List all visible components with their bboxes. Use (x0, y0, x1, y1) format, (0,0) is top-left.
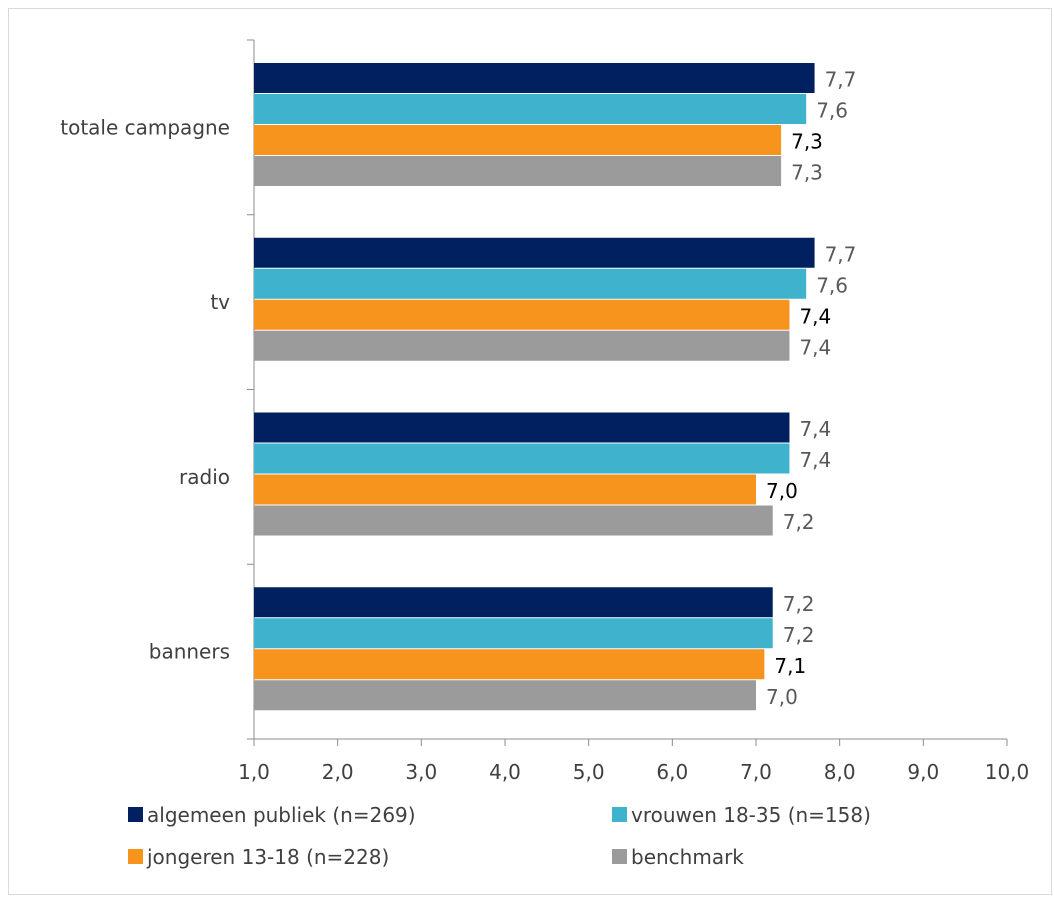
x-tick-label: 2,0 (322, 760, 354, 784)
bar (254, 474, 756, 505)
x-tick-label: 1,0 (238, 760, 270, 784)
bar (254, 268, 807, 299)
bar (254, 443, 790, 474)
bar (254, 237, 815, 268)
data-label: 7,6 (816, 99, 848, 123)
bar (254, 299, 790, 330)
data-label: 7,2 (783, 592, 815, 616)
x-tick-label: 7,0 (740, 760, 772, 784)
legend-swatch (128, 849, 143, 864)
bar (254, 156, 782, 186)
legend-label: jongeren 13-18 (n=228) (146, 845, 389, 869)
x-tick-label: 6,0 (656, 760, 688, 784)
data-label: 7,4 (799, 448, 831, 472)
x-tick-label: 4,0 (489, 760, 521, 784)
bar (254, 680, 756, 711)
bar (254, 649, 765, 680)
data-label: 7,3 (791, 161, 823, 185)
data-label: 7,0 (766, 479, 798, 503)
bar (254, 505, 773, 536)
data-label: 7,2 (783, 623, 815, 647)
legend-swatch (128, 807, 143, 822)
data-label: 7,6 (816, 273, 848, 297)
category-label: totale campagne (60, 115, 230, 139)
data-label: 7,2 (783, 510, 815, 534)
bar (254, 587, 773, 618)
category-label: banners (149, 640, 230, 664)
category-label: tv (210, 290, 230, 314)
bar (254, 94, 807, 124)
data-label: 7,4 (799, 304, 831, 328)
x-tick-label: 10,0 (985, 760, 1030, 784)
bar (254, 125, 782, 155)
bar (254, 412, 790, 443)
x-tick-label: 8,0 (824, 760, 856, 784)
data-label: 7,3 (791, 130, 823, 154)
legend-label: vrouwen 18-35 (n=158) (631, 803, 871, 827)
x-tick-label: 5,0 (573, 760, 605, 784)
legend-label: benchmark (631, 845, 744, 869)
data-label: 7,7 (825, 242, 857, 266)
data-label: 7,1 (774, 654, 806, 678)
category-label: radio (179, 465, 230, 489)
data-label: 7,0 (766, 685, 798, 709)
data-label: 7,4 (799, 417, 831, 441)
bar (254, 618, 773, 649)
x-tick-label: 3,0 (405, 760, 437, 784)
legend-swatch (612, 807, 627, 822)
data-label: 7,4 (799, 335, 831, 359)
bar (254, 330, 790, 361)
legend-swatch (612, 849, 627, 864)
data-label: 7,7 (825, 68, 857, 92)
bar (254, 63, 815, 93)
x-tick-label: 9,0 (907, 760, 939, 784)
legend-label: algemeen publiek (n=269) (147, 803, 416, 827)
